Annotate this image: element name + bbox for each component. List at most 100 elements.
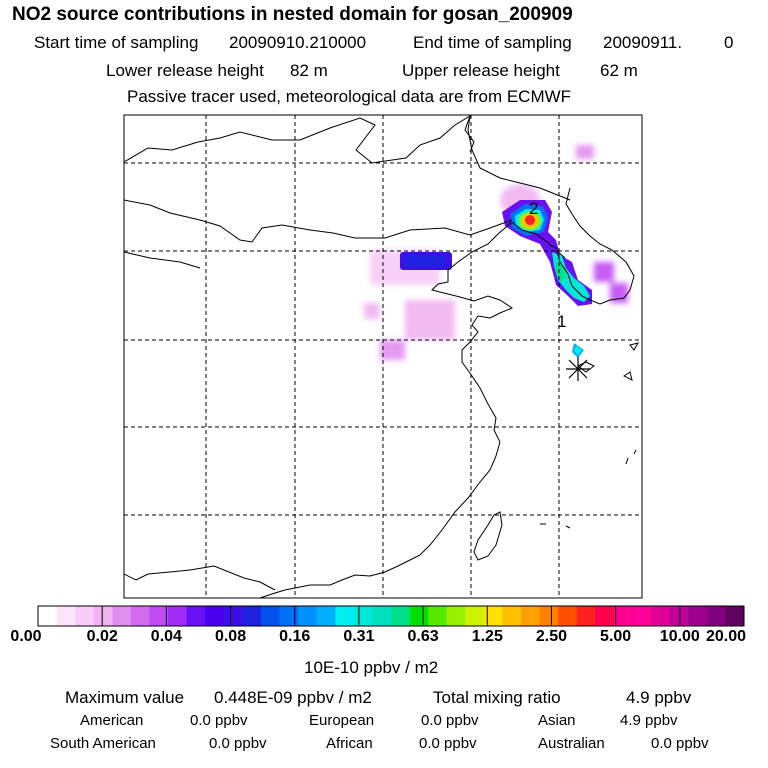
start-time-value: 20090910.210000 xyxy=(229,33,367,52)
colorbar-cell xyxy=(558,606,578,626)
region-value: 0.0 ppbv xyxy=(209,735,267,752)
colorbar-cell xyxy=(391,606,411,626)
colorbar-cell xyxy=(335,606,355,626)
west-border xyxy=(124,251,201,269)
plume-jeju-core xyxy=(574,346,582,355)
colorbar-tick-label: 2.50 xyxy=(535,628,568,645)
max-value-label: Maximum value xyxy=(65,688,185,707)
north-border xyxy=(464,115,475,153)
colorbar-cell xyxy=(242,606,262,626)
colorbar-cell xyxy=(521,606,541,626)
colorbar-tick-label: 10.00 xyxy=(659,628,700,645)
colorbar-cell xyxy=(260,606,281,626)
colorbar-cell xyxy=(595,606,615,626)
plume-haze-sw xyxy=(380,340,405,360)
region-value: 4.9 ppbv xyxy=(620,712,678,729)
total-mixing-label: Total mixing ratio xyxy=(433,688,561,707)
coastlines xyxy=(124,115,640,598)
colorbar-cell xyxy=(75,606,95,626)
total-mixing-value: 4.9 ppbv xyxy=(626,688,692,707)
lower-release-label: Lower release height xyxy=(106,61,264,80)
colorbar-cell xyxy=(428,606,448,626)
southwest-border xyxy=(124,573,149,581)
colorbar-cell xyxy=(706,606,726,626)
colorbar-cell xyxy=(483,606,503,626)
small-islands xyxy=(540,523,571,529)
korea-dmz xyxy=(555,249,566,259)
colorbar-cell xyxy=(502,606,522,626)
colorbar-cell xyxy=(446,606,466,626)
colorbar-frame xyxy=(37,605,745,627)
colorbar-tick-label: 0.08 xyxy=(214,628,247,645)
region-value: 0.0 ppbv xyxy=(419,735,477,752)
tracer-note: Passive tracer used, meteorological data… xyxy=(127,87,572,106)
colorbar-cell xyxy=(725,606,745,626)
region-value: 0.0 ppbv xyxy=(421,712,479,729)
plume-north xyxy=(576,145,594,159)
china-coast xyxy=(259,221,514,598)
colorbar-cell xyxy=(632,606,652,626)
region-name: African xyxy=(326,735,373,752)
colorbar-tick-label: 0.31 xyxy=(343,628,375,645)
upper-release-label: Upper release height xyxy=(402,61,560,80)
plume-bohai-inner xyxy=(405,255,445,267)
receptor-asterisk-icon xyxy=(566,357,590,381)
colorbar-cell xyxy=(372,606,392,626)
colorbar-tick-label: 1.25 xyxy=(471,628,503,645)
upper-release-value: 62 m xyxy=(600,61,638,80)
max-value: 0.448E-09 ppbv / m2 xyxy=(214,688,372,707)
plume-korea-east xyxy=(594,262,614,282)
colorbar-cell xyxy=(651,606,671,626)
ryukyu-islands xyxy=(625,449,637,465)
colorbar-cell xyxy=(353,606,373,626)
colorbar-cell xyxy=(576,606,596,626)
colorbar-cell xyxy=(613,606,634,626)
end-time-tail: 0 xyxy=(724,33,734,52)
plume-haze-shandong xyxy=(405,300,455,340)
region-name: Australian xyxy=(538,735,605,752)
bohai-north xyxy=(511,221,551,245)
region-name: Asian xyxy=(538,712,576,729)
region-name: European xyxy=(309,712,375,729)
page-title: NO2 source contributions in nested domai… xyxy=(12,4,573,25)
colorbar-cell xyxy=(539,606,559,626)
korea-coast xyxy=(547,187,635,305)
colorbar-tick-label: 0.02 xyxy=(86,628,118,645)
colorbar-tick-label: 0.00 xyxy=(10,628,42,645)
colorbar-cell xyxy=(38,606,58,626)
china-inner-border xyxy=(124,199,513,243)
colorbar-cells xyxy=(38,606,745,626)
colorbar-cell xyxy=(149,606,169,626)
mongolia-border xyxy=(124,115,571,201)
source-marker-1: 1 xyxy=(557,312,566,331)
colorbar-tick-label: 0.04 xyxy=(150,628,182,645)
colorbar-cell xyxy=(409,606,429,626)
plume-haze-w2 xyxy=(364,303,380,319)
plume-source-2-peak xyxy=(525,215,535,225)
lower-release-value: 82 m xyxy=(290,61,328,80)
colorbar-unit: 10E-10 ppbv / m2 xyxy=(304,658,439,677)
south-border xyxy=(147,565,276,591)
colorbar-cell xyxy=(688,606,708,626)
colorbar-cell xyxy=(112,606,132,626)
colorbar-tick-label: 5.00 xyxy=(600,628,632,645)
colorbar-cell xyxy=(186,606,206,626)
source-marker-2: 2 xyxy=(529,199,538,218)
tsushima-island xyxy=(629,342,640,351)
colorbar-tick-label: 20.00 xyxy=(705,628,747,645)
region-value: 0.0 ppbv xyxy=(190,712,248,729)
colorbar-tick-label: 0.16 xyxy=(279,628,311,645)
kyushu-tip xyxy=(623,371,633,381)
map-frame xyxy=(123,114,643,599)
end-time-value: 20090911. xyxy=(603,33,683,52)
colorbar-cell xyxy=(279,606,299,626)
region-name: South American xyxy=(50,735,156,752)
colorbar-cell xyxy=(130,606,150,626)
region-value: 0.0 ppbv xyxy=(651,735,709,752)
start-time-label: Start time of sampling xyxy=(34,33,199,52)
region-name: American xyxy=(80,712,144,729)
lat-lon-grid xyxy=(124,115,642,598)
colorbar-cell xyxy=(316,606,336,626)
